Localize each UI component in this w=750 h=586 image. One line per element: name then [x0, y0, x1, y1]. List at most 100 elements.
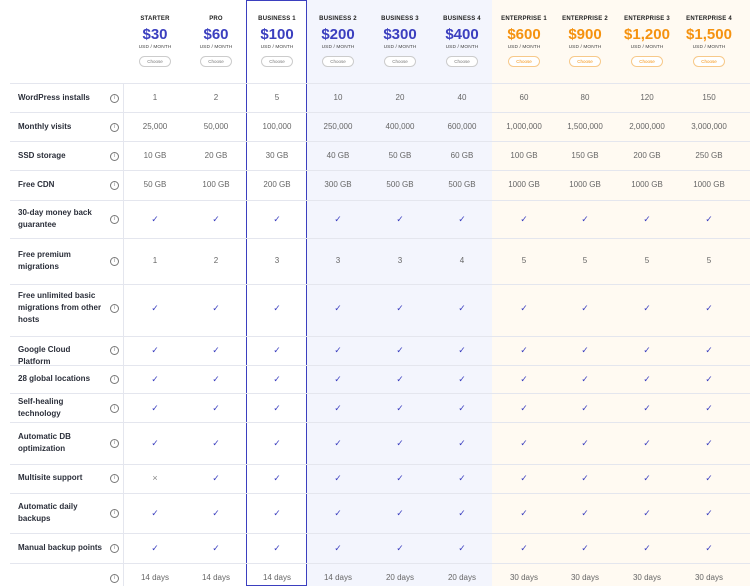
check-icon: ✓	[581, 303, 589, 313]
plan-price-enterprise-4: $1,500	[686, 26, 732, 43]
row-divider	[10, 238, 750, 239]
table-cell: 14 days	[201, 573, 231, 582]
check-icon: ✓	[581, 345, 589, 355]
check-icon: ✓	[212, 374, 220, 384]
check-icon: ✓	[643, 374, 651, 384]
check-icon: ✓	[151, 303, 159, 313]
check-icon: ✓	[458, 403, 466, 413]
plan-name-enterprise-1: ENTERPRISE 1	[501, 16, 547, 22]
info-circle-icon[interactable]: i	[110, 375, 119, 384]
check-icon: ✓	[151, 403, 159, 413]
check-icon: ✓	[273, 508, 281, 518]
choose-button-pro[interactable]: Choose	[200, 56, 232, 67]
check-icon: ✓	[705, 543, 713, 553]
feature-label: Free unlimited basic migrations from oth…	[18, 291, 102, 324]
info-circle-icon[interactable]: i	[110, 123, 119, 132]
row-divider	[10, 393, 750, 394]
table-cell: 1,500,000	[567, 122, 603, 131]
check-icon: ✓	[212, 543, 220, 553]
info-circle-icon[interactable]: i	[110, 152, 119, 161]
choose-button-enterprise-2[interactable]: Choose	[569, 56, 601, 67]
check-icon: ✓	[520, 303, 528, 313]
choose-button-enterprise-1[interactable]: Choose	[508, 56, 540, 67]
info-circle-icon[interactable]: i	[110, 346, 119, 355]
info-circle-icon[interactable]: i	[110, 215, 119, 224]
check-icon: ✓	[212, 345, 220, 355]
table-cell: 14 days	[323, 573, 353, 582]
choose-button-enterprise-4[interactable]: Choose	[693, 56, 725, 67]
table-cell: 400,000	[385, 122, 415, 131]
check-icon: ✓	[705, 214, 713, 224]
feature-label: Free premium migrations	[18, 250, 71, 271]
plan-header: BUSINESS 4 $400 USD / MONTH Choose	[431, 0, 493, 68]
check-icon: ✓	[212, 473, 220, 483]
table-cell: 1000 GB	[569, 180, 601, 189]
check-icon: ✓	[705, 473, 713, 483]
info-circle-icon[interactable]: i	[110, 304, 119, 313]
table-cell: 3	[397, 256, 403, 265]
check-icon: ✓	[581, 374, 589, 384]
check-icon: ✓	[705, 508, 713, 518]
check-icon: ✓	[643, 403, 651, 413]
check-icon: ✓	[334, 303, 342, 313]
plan-name-business-1: BUSINESS 1	[258, 16, 296, 22]
plan-header: BUSINESS 1 $100 USD / MONTH Choose	[246, 0, 308, 68]
check-icon: ✓	[273, 403, 281, 413]
info-circle-icon[interactable]: i	[110, 181, 119, 190]
choose-button-enterprise-3[interactable]: Choose	[631, 56, 663, 67]
check-icon: ✓	[396, 345, 404, 355]
check-icon: ✓	[212, 508, 220, 518]
choose-button-business-3[interactable]: Choose	[384, 56, 416, 67]
check-icon: ✓	[581, 214, 589, 224]
choose-button-business-2[interactable]: Choose	[322, 56, 354, 67]
feature-label: Automatic daily backups	[18, 502, 78, 523]
row-divider	[10, 112, 750, 113]
choose-button-business-1[interactable]: Choose	[261, 56, 293, 67]
info-circle-icon[interactable]: i	[110, 257, 119, 266]
plan-header: ENTERPRISE 3 $1,200 USD / MONTH Choose	[616, 0, 678, 68]
plan-name-enterprise-2: ENTERPRISE 2	[562, 16, 608, 22]
price-unit: USD / MONTH	[383, 45, 417, 50]
check-icon: ✓	[643, 543, 651, 553]
plan-header: ENTERPRISE 1 $600 USD / MONTH Choose	[493, 0, 555, 68]
price-unit: USD / MONTH	[507, 45, 541, 50]
check-icon: ✓	[151, 214, 159, 224]
row-divider	[10, 422, 750, 423]
table-cell: 600,000	[447, 122, 477, 131]
feature-label: Free CDN	[18, 180, 55, 189]
check-icon: ✓	[520, 473, 528, 483]
info-circle-icon[interactable]: i	[110, 404, 119, 413]
price-unit: USD / MONTH	[321, 45, 355, 50]
price-unit: USD / MONTH	[138, 45, 172, 50]
feature-label: SSD storage	[18, 151, 66, 160]
check-icon: ✓	[151, 508, 159, 518]
check-icon: ✓	[273, 473, 281, 483]
info-circle-icon[interactable]: i	[110, 474, 119, 483]
check-icon: ✓	[151, 438, 159, 448]
choose-button-starter[interactable]: Choose	[139, 56, 171, 67]
table-cell: 14 days	[140, 573, 170, 582]
table-cell: 100 GB	[510, 151, 538, 160]
check-icon: ✓	[705, 345, 713, 355]
info-circle-icon[interactable]: i	[110, 94, 119, 103]
table-cell: 20	[395, 93, 405, 102]
info-circle-icon[interactable]: i	[110, 544, 119, 553]
table-cell: 14 days	[262, 573, 292, 582]
choose-button-business-4[interactable]: Choose	[446, 56, 478, 67]
check-icon: ✓	[520, 374, 528, 384]
info-circle-icon[interactable]: i	[110, 574, 119, 583]
table-cell: 10 GB	[143, 151, 167, 160]
check-icon: ✓	[334, 214, 342, 224]
check-icon: ✓	[643, 345, 651, 355]
table-cell: 1000 GB	[508, 180, 540, 189]
check-icon: ✓	[581, 403, 589, 413]
info-circle-icon[interactable]: i	[110, 509, 119, 518]
row-divider	[10, 284, 750, 285]
table-cell: 20 GB	[204, 151, 228, 160]
check-icon: ✓	[643, 508, 651, 518]
check-icon: ✓	[705, 438, 713, 448]
check-icon: ✓	[396, 473, 404, 483]
feature-label: Google Cloud Platform	[18, 345, 71, 366]
plan-header: STARTER $30 USD / MONTH Choose	[124, 0, 186, 68]
info-circle-icon[interactable]: i	[110, 439, 119, 448]
